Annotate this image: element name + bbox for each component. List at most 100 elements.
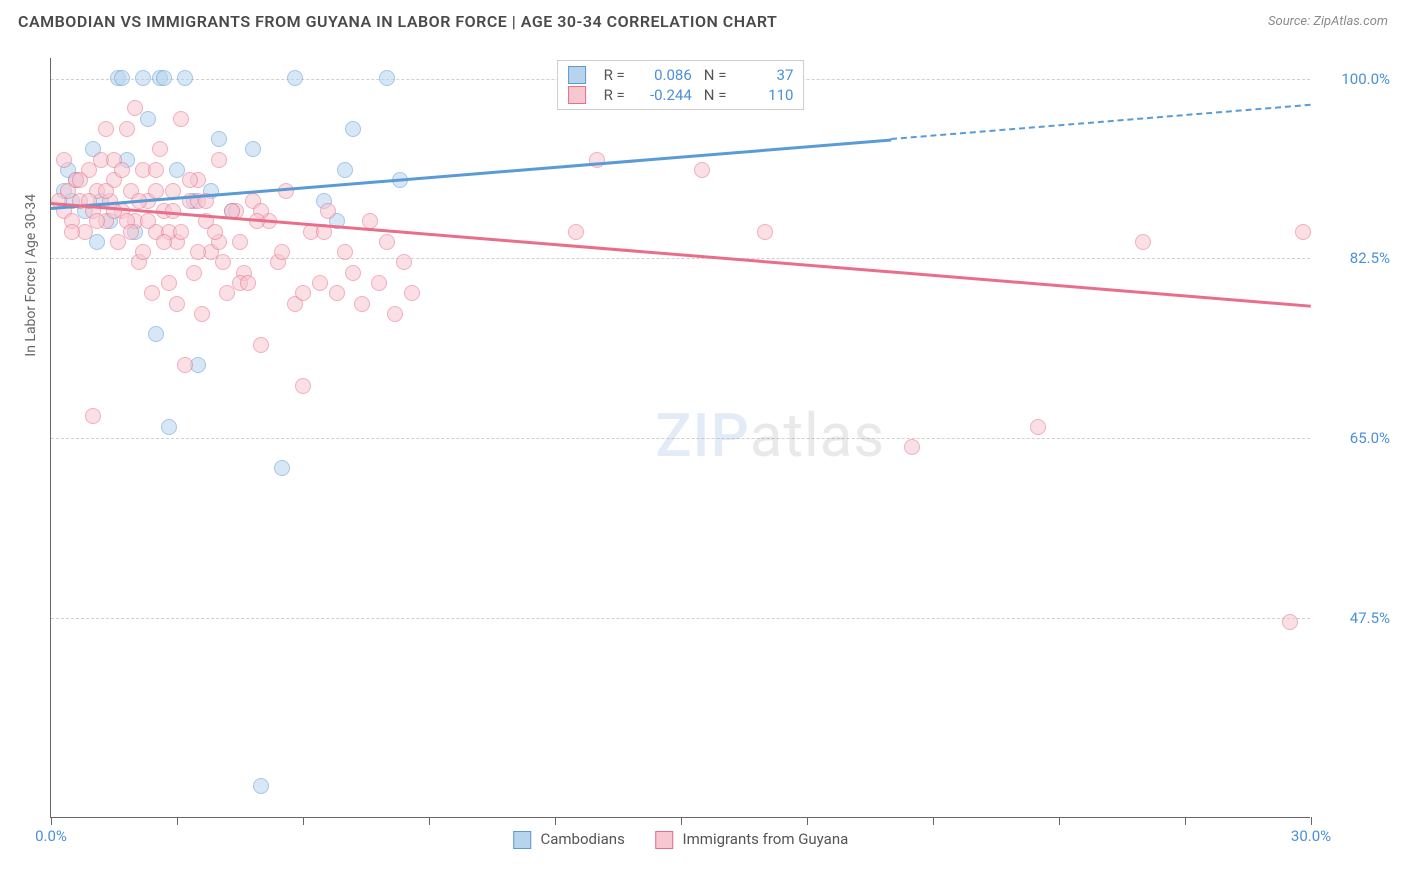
scatter-point	[140, 111, 156, 127]
gridline	[51, 258, 1310, 259]
scatter-point	[148, 183, 164, 199]
gridline	[51, 618, 1310, 619]
scatter-point	[161, 275, 177, 291]
x-tick	[555, 817, 556, 825]
watermark: ZIPatlas	[655, 400, 885, 471]
scatter-point	[215, 254, 231, 270]
r-value-series1: 0.086	[637, 66, 692, 84]
scatter-point	[114, 70, 130, 86]
x-tick-label: 30.0%	[1291, 827, 1331, 845]
scatter-point	[274, 460, 290, 476]
x-tick	[807, 817, 808, 825]
x-tick	[177, 817, 178, 825]
scatter-point	[173, 224, 189, 240]
x-tick	[681, 817, 682, 825]
scatter-point	[135, 244, 151, 260]
scatter-point	[337, 162, 353, 178]
scatter-point	[161, 419, 177, 435]
scatter-point	[371, 275, 387, 291]
n-label: N =	[704, 86, 727, 104]
scatter-point	[904, 439, 920, 455]
scatter-point	[387, 306, 403, 322]
scatter-point	[127, 100, 143, 116]
scatter-point	[156, 70, 172, 86]
scatter-point	[757, 224, 773, 240]
scatter-point	[98, 121, 114, 137]
legend-item-series2: Immigrants from Guyana	[655, 830, 848, 849]
scatter-point	[89, 234, 105, 250]
scatter-point	[173, 111, 189, 127]
scatter-point	[345, 265, 361, 281]
scatter-point	[211, 152, 227, 168]
scatter-point	[98, 183, 114, 199]
scatter-point	[320, 203, 336, 219]
scatter-point	[56, 152, 72, 168]
scatter-point	[211, 131, 227, 147]
trend-line	[51, 202, 1311, 307]
scatter-point	[148, 326, 164, 342]
x-tick	[429, 817, 430, 825]
scatter-point	[156, 234, 172, 250]
scatter-point	[169, 296, 185, 312]
scatter-point	[140, 213, 156, 229]
scatter-point	[253, 778, 269, 794]
trend-line	[891, 104, 1311, 140]
chart-source: Source: ZipAtlas.com	[1268, 14, 1388, 29]
n-label: N =	[704, 66, 727, 84]
scatter-point	[396, 254, 412, 270]
stats-row-series1: R = 0.086 N = 37	[568, 65, 794, 85]
scatter-point	[106, 203, 122, 219]
scatter-point	[1295, 224, 1311, 240]
scatter-point	[329, 285, 345, 301]
scatter-point	[694, 162, 710, 178]
scatter-point	[232, 234, 248, 250]
scatter-point	[89, 213, 105, 229]
scatter-point	[1135, 234, 1151, 250]
scatter-point	[295, 378, 311, 394]
scatter-point	[152, 141, 168, 157]
scatter-point	[379, 234, 395, 250]
gridline	[51, 438, 1310, 439]
n-value-series1: 37	[738, 66, 793, 84]
scatter-point	[404, 285, 420, 301]
scatter-point	[64, 224, 80, 240]
scatter-point	[190, 244, 206, 260]
scatter-point	[182, 172, 198, 188]
x-tick	[303, 817, 304, 825]
chart-title: CAMBODIAN VS IMMIGRANTS FROM GUYANA IN L…	[18, 12, 777, 31]
x-tick-label: 0.0%	[35, 827, 67, 845]
scatter-point	[1030, 419, 1046, 435]
y-tick-label: 47.5%	[1320, 609, 1390, 627]
swatch-series2	[655, 831, 673, 849]
chart-header: CAMBODIAN VS IMMIGRANTS FROM GUYANA IN L…	[0, 0, 1406, 39]
scatter-point	[379, 70, 395, 86]
x-tick	[1059, 817, 1060, 825]
scatter-point	[295, 285, 311, 301]
scatter-point	[177, 70, 193, 86]
scatter-point	[287, 70, 303, 86]
x-tick	[51, 817, 52, 825]
y-tick-label: 100.0%	[1320, 70, 1390, 88]
n-value-series2: 110	[738, 86, 793, 104]
stats-legend: R = 0.086 N = 37 R = -0.244 N = 110	[557, 60, 805, 110]
scatter-point	[119, 121, 135, 137]
swatch-series1	[513, 831, 531, 849]
scatter-point	[253, 337, 269, 353]
y-tick-label: 82.5%	[1320, 249, 1390, 267]
y-tick-label: 65.0%	[1320, 429, 1390, 447]
scatter-point	[1282, 614, 1298, 630]
scatter-point	[245, 141, 261, 157]
r-label: R =	[604, 86, 625, 104]
scatter-point	[274, 244, 290, 260]
scatter-point	[207, 224, 223, 240]
x-tick	[933, 817, 934, 825]
r-label: R =	[604, 66, 625, 84]
x-tick	[1311, 817, 1312, 825]
r-value-series2: -0.244	[637, 86, 692, 104]
x-tick	[1185, 817, 1186, 825]
scatter-point	[354, 296, 370, 312]
y-axis-label: In Labor Force | Age 30-34	[23, 193, 39, 356]
scatter-point	[186, 265, 202, 281]
scatter-point	[85, 408, 101, 424]
scatter-point	[148, 162, 164, 178]
